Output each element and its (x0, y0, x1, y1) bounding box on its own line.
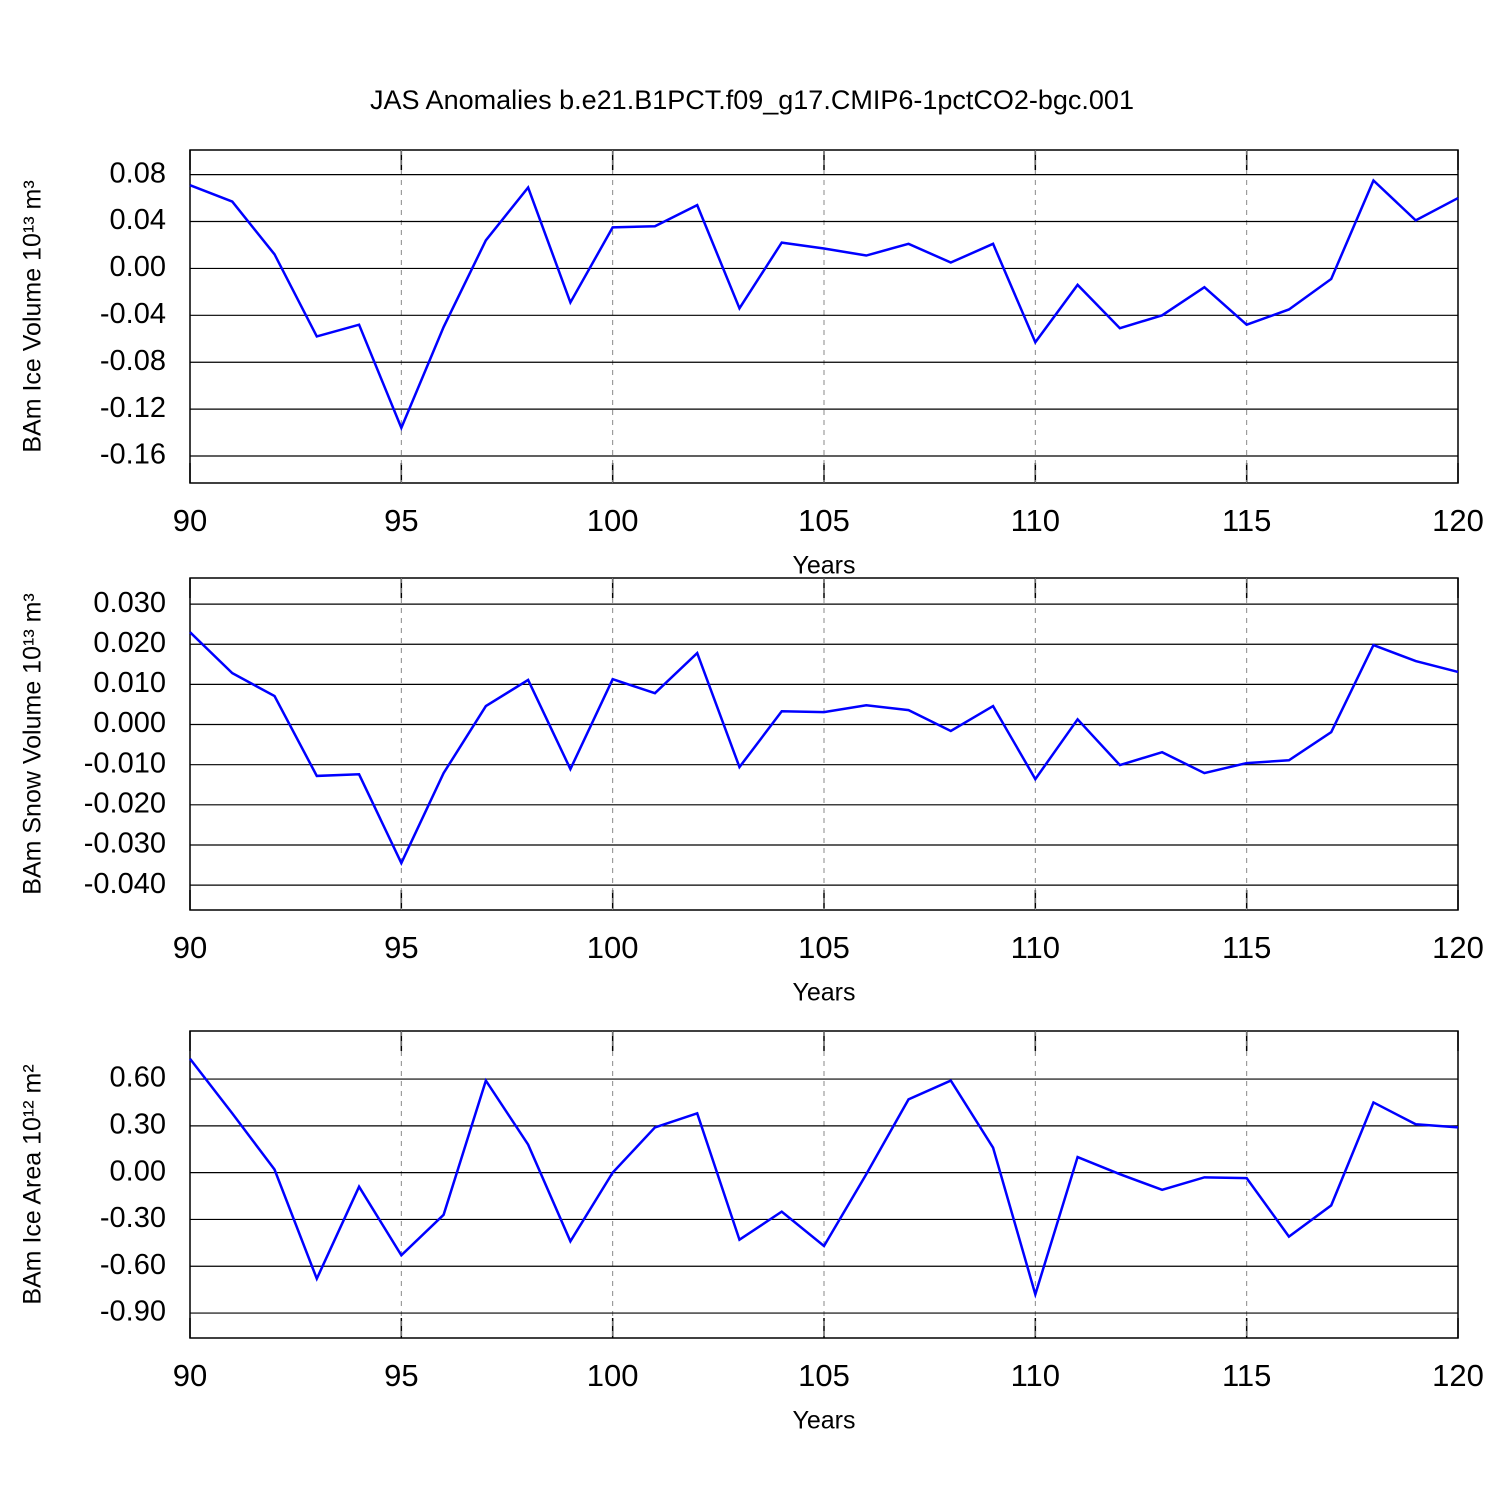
y-tick-label: -0.16 (100, 439, 166, 471)
x-tick-label: 120 (1432, 930, 1484, 965)
y-tick-label: -0.12 (100, 392, 166, 424)
y-axis-label: BAm Ice Volume 10¹³ m³ (19, 180, 47, 452)
data-line (189, 178, 1459, 432)
y-tick-label: 0.04 (110, 204, 166, 236)
y-tick-label: 0.60 (110, 1062, 166, 1094)
figure-title: JAS Anomalies b.e21.B1PCT.f09_g17.CMIP6-… (370, 85, 1134, 115)
y-tick-label: 0.030 (93, 587, 166, 619)
x-tick-label: 100 (587, 930, 639, 965)
x-tick-label: 110 (1011, 1358, 1060, 1393)
y-tick-label: -0.30 (100, 1202, 166, 1234)
y-tick-label: -0.04 (100, 298, 166, 330)
y-tick-label: 0.00 (110, 1155, 166, 1187)
y-tick-label: -0.040 (84, 868, 166, 900)
x-tick-label: 90 (173, 1358, 207, 1393)
x-tick-label: 115 (1222, 503, 1271, 538)
x-tick-label: 105 (798, 930, 850, 965)
y-tick-label: 0.000 (93, 707, 166, 739)
x-tick-label: 100 (587, 503, 639, 538)
y-tick-label: -0.08 (100, 345, 166, 377)
data-line (189, 631, 1459, 866)
y-tick-label: -0.60 (100, 1249, 166, 1281)
x-tick-label: 110 (1011, 503, 1060, 538)
x-tick-label: 110 (1011, 930, 1060, 965)
y-tick-label: 0.020 (93, 627, 166, 659)
y-tick-label: 0.08 (110, 157, 166, 189)
x-tick-label: 90 (173, 503, 207, 538)
x-tick-label: 95 (384, 503, 418, 538)
y-tick-label: 0.30 (110, 1109, 166, 1141)
x-tick-label: 115 (1222, 1358, 1271, 1393)
x-tick-label: 120 (1432, 1358, 1484, 1393)
x-axis-label: Years (792, 552, 855, 580)
y-axis-label: BAm Ice Area 10¹² m² (19, 1064, 47, 1304)
x-tick-label: 100 (587, 1358, 639, 1393)
x-axis-label: Years (792, 1407, 855, 1435)
x-tick-label: 90 (173, 930, 207, 965)
y-tick-label: -0.020 (84, 787, 166, 819)
x-tick-label: 105 (798, 1358, 850, 1393)
x-axis-label: Years (792, 979, 855, 1007)
x-tick-label: 120 (1432, 503, 1484, 538)
y-tick-label: -0.90 (100, 1296, 166, 1328)
x-tick-label: 95 (384, 1358, 418, 1393)
y-tick-label: 0.00 (110, 251, 166, 283)
y-tick-label: 0.010 (93, 667, 166, 699)
data-line (189, 1058, 1459, 1299)
y-tick-label: -0.030 (84, 828, 166, 860)
x-tick-label: 105 (798, 503, 850, 538)
x-tick-label: 95 (384, 930, 418, 965)
x-tick-label: 115 (1222, 930, 1271, 965)
y-tick-label: -0.010 (84, 747, 166, 779)
y-axis-label: BAm Snow Volume 10¹³ m³ (19, 593, 47, 895)
